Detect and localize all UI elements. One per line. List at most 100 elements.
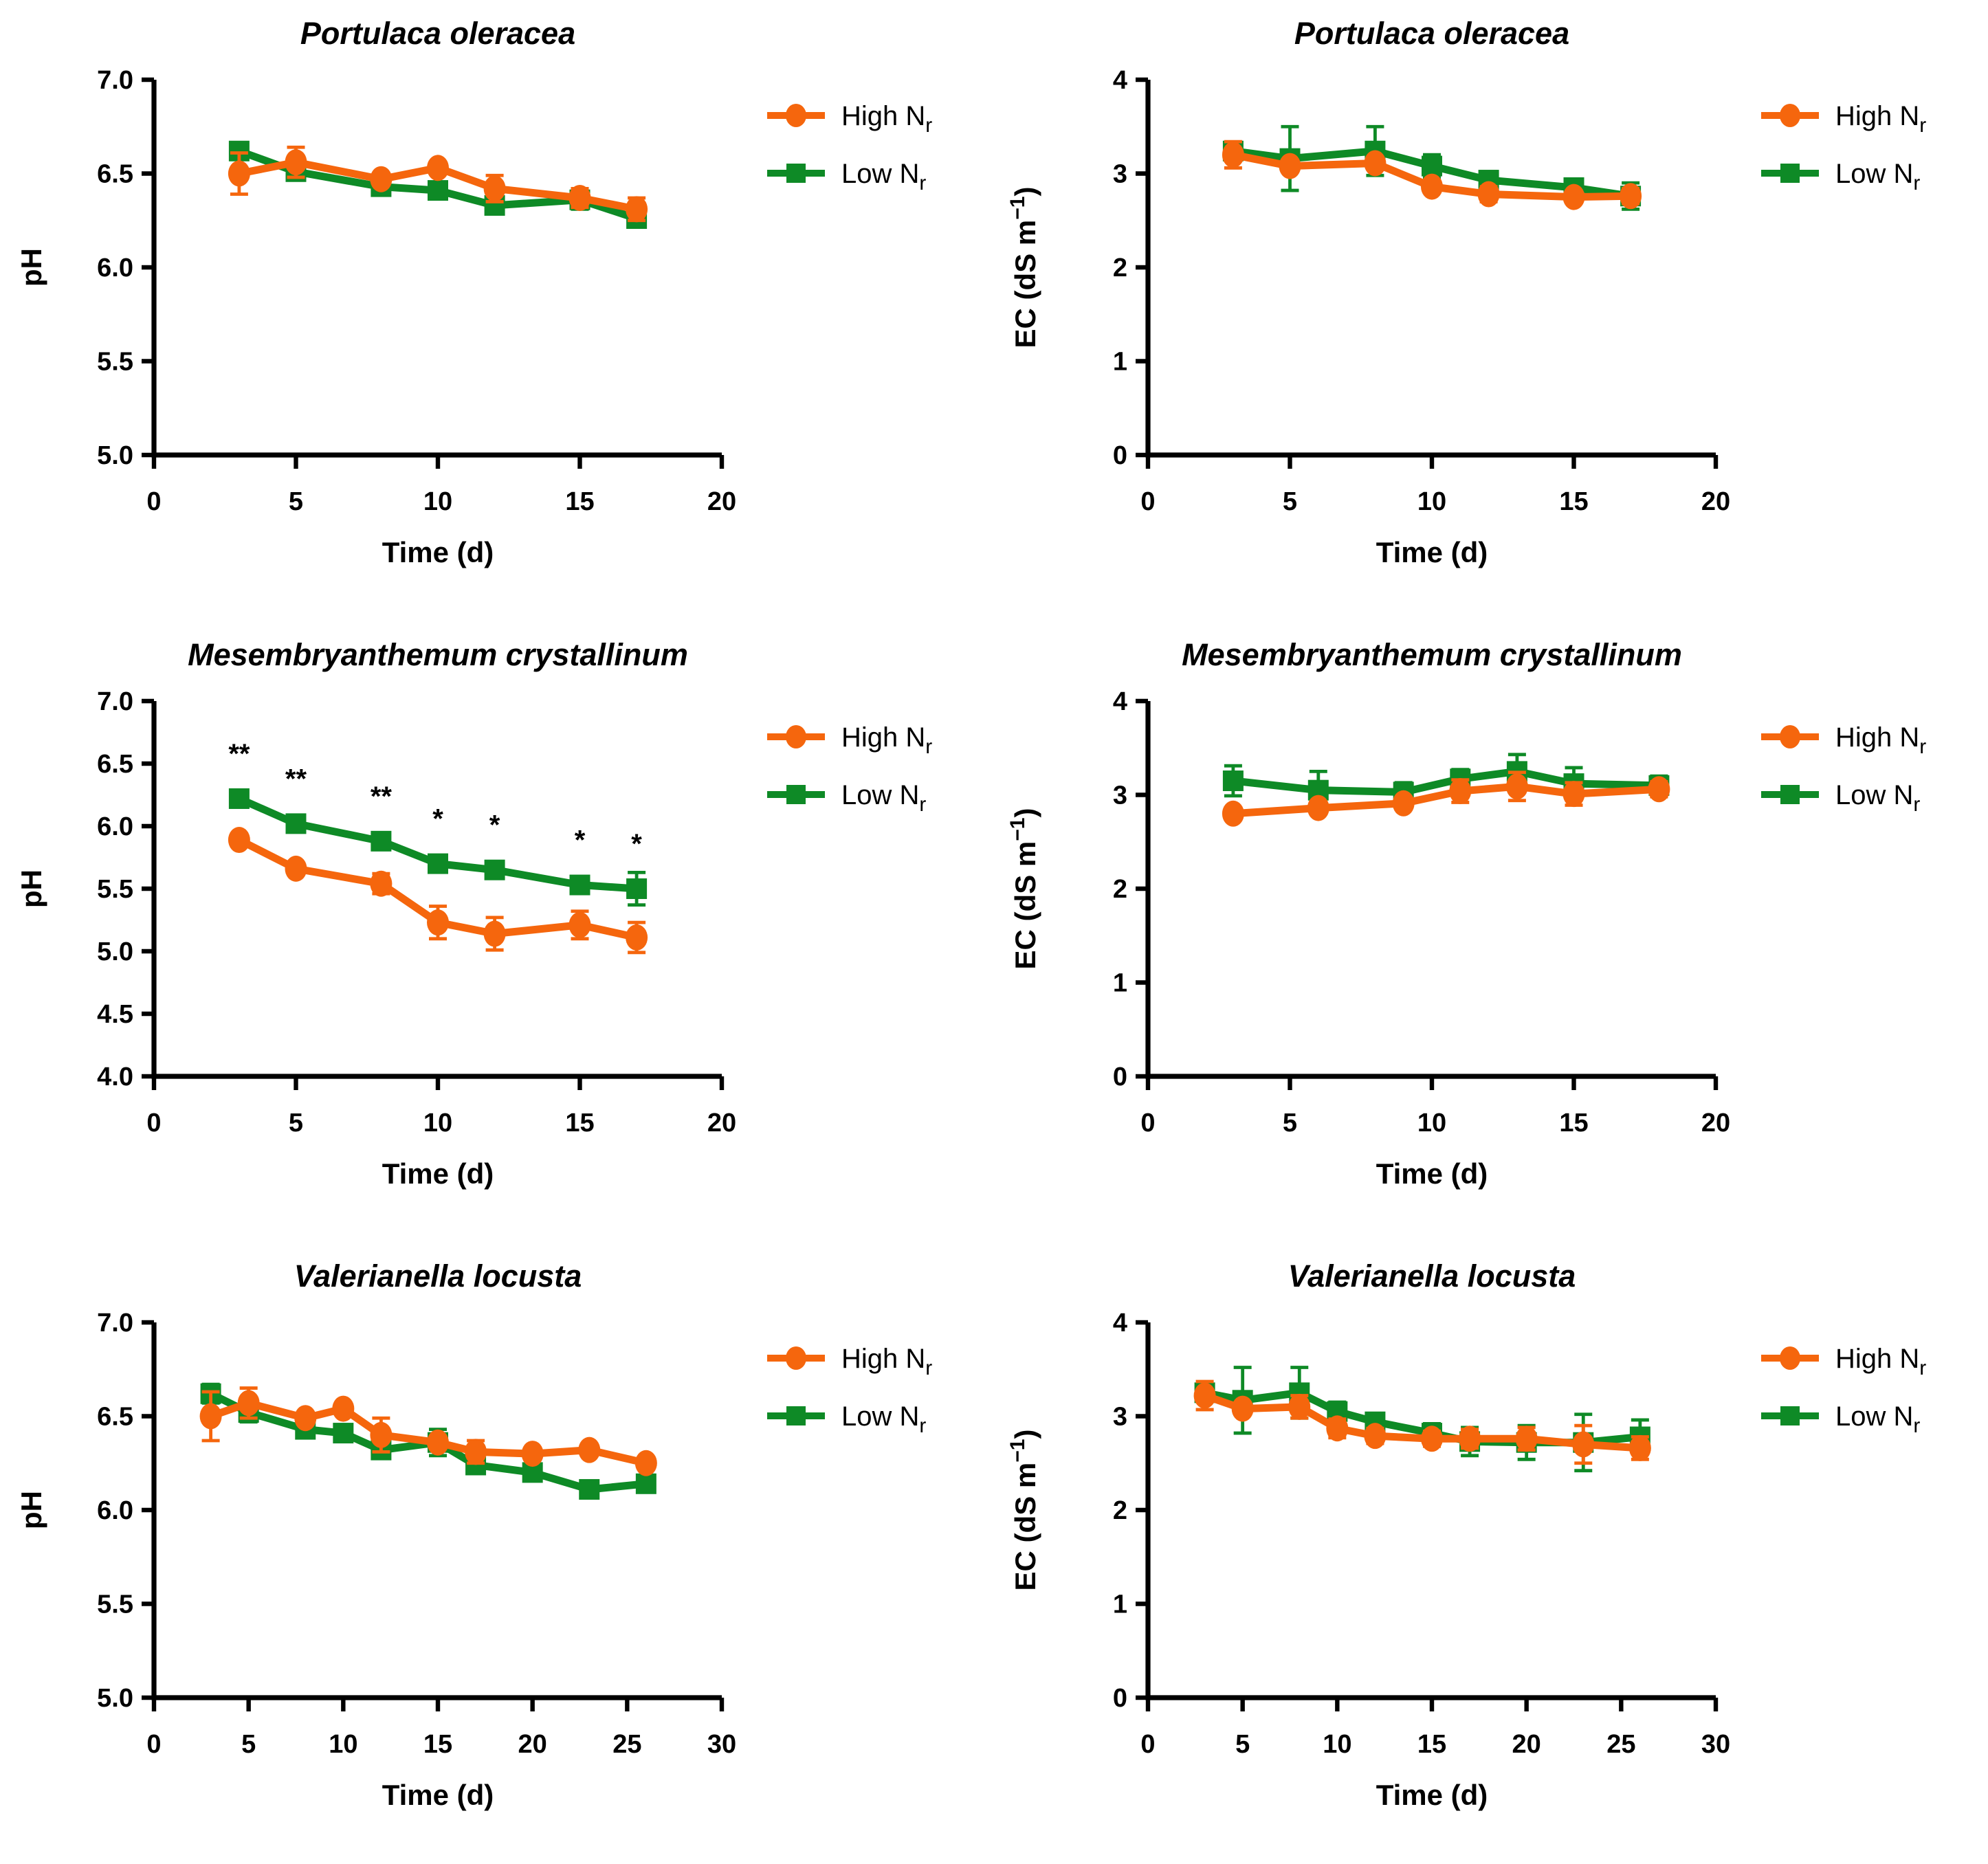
series-high [1222, 140, 1642, 210]
y-axis-ticks: 0 1 2 3 4 [1113, 687, 1148, 1091]
y-tick-label: 1 [1113, 1590, 1127, 1619]
y-axis-title: EC (dS m−1) [1006, 808, 1041, 970]
marker-square [1422, 155, 1442, 177]
x-axis-ticks: 0 5 10 15 20 [1140, 1076, 1730, 1138]
axes [1145, 701, 1716, 1079]
axes [151, 1322, 722, 1700]
marker-circle [1421, 1425, 1443, 1452]
x-tick-label: 10 [1323, 1730, 1351, 1759]
legend-marker-circle [1780, 104, 1800, 127]
marker-circle [483, 920, 506, 947]
x-axis-ticks: 0 5 10 15 20 [146, 1076, 736, 1138]
y-tick-label: 5.0 [97, 1684, 133, 1713]
y-tick-label: 2 [1113, 875, 1127, 904]
chart-ph-valerianella: Valerianella locusta 5.0 5.5 6.0 6.5 7.0 0 5 10 1… [15, 1258, 932, 1811]
legend: High Nr Low Nr [1761, 722, 1926, 816]
legend-label-low: Low Nr [841, 780, 926, 816]
y-tick-label: 1 [1113, 969, 1127, 998]
legend-label-low: Low Nr [841, 1401, 926, 1437]
legend-label-high: High Nr [1835, 722, 1926, 758]
legend-label-high: High Nr [1835, 1344, 1926, 1379]
sig-label: ** [285, 764, 307, 794]
chart-title: Valerianella locusta [294, 1258, 582, 1294]
legend-label-low: Low Nr [1835, 780, 1920, 816]
x-tick-label: 5 [289, 487, 303, 516]
marker-square [333, 1423, 354, 1444]
x-axis-title: Time (d) [382, 536, 494, 568]
series-low [228, 788, 648, 907]
marker-square [428, 180, 448, 201]
marker-circle [1459, 1425, 1481, 1452]
marker-square [635, 1473, 656, 1494]
x-axis-ticks: 0 5 10 15 20 25 30 [1140, 1698, 1730, 1759]
marker-circle [1222, 142, 1244, 168]
chart-ec-mesembryanthemum: Mesembryanthemum crystallinum 0 1 2 3 4 0 5 10 15… [1006, 637, 1926, 1190]
legend-label-high: High Nr [1835, 101, 1926, 137]
marker-circle [626, 196, 648, 223]
legend-label-low: Low Nr [841, 159, 926, 195]
chart-ec-portulaca: Portulaca oleracea 0 1 2 3 4 0 5 10 15 20 Time (d) E… [1006, 16, 1926, 568]
chart-ph-mesembryanthemum: Mesembryanthemum crystallinum 4.0 4.5 5.0 5.… [15, 637, 932, 1190]
chart-panel-ec-valerianella: Valerianella locusta 0 1 2 3 4 0 5 10 15 20 25 30 Tim… [994, 1243, 1988, 1864]
legend-marker-circle [1780, 1346, 1800, 1370]
sig-label: * [631, 829, 642, 859]
axes [1145, 1322, 1716, 1700]
y-tick-label: 7.0 [97, 66, 133, 95]
x-tick-label: 20 [1701, 487, 1730, 516]
x-tick-label: 10 [329, 1730, 357, 1759]
x-tick-label: 0 [1140, 1730, 1155, 1759]
series-low [1222, 753, 1670, 811]
marker-circle [568, 184, 591, 211]
y-tick-label: 6.0 [97, 1496, 133, 1525]
x-tick-label: 20 [707, 487, 736, 516]
x-axis-title: Time (d) [382, 1157, 494, 1190]
legend: High Nr Low Nr [767, 722, 932, 816]
x-tick-label: 15 [1417, 1730, 1446, 1759]
x-axis-ticks: 0 5 10 15 20 [146, 455, 736, 516]
marker-square [484, 859, 505, 880]
marker-circle [1193, 1382, 1216, 1409]
legend-label-low: Low Nr [1835, 159, 1920, 195]
marker-circle [1307, 795, 1329, 821]
marker-circle [228, 160, 250, 187]
y-tick-label: 1 [1113, 348, 1127, 377]
y-tick-label: 6.5 [97, 750, 133, 779]
x-tick-label: 0 [146, 1109, 161, 1138]
y-axis-ticks: 4.0 4.5 5.0 5.5 6.0 6.5 7.0 [97, 687, 154, 1091]
y-tick-label: 7.0 [97, 687, 133, 716]
marker-circle [568, 911, 591, 938]
series-high [228, 827, 648, 955]
x-tick-label: 0 [146, 487, 161, 516]
x-tick-label: 0 [1140, 487, 1155, 516]
marker-circle [370, 1421, 393, 1448]
marker-circle [427, 1429, 449, 1456]
marker-circle [465, 1439, 487, 1465]
y-tick-label: 4 [1113, 687, 1127, 716]
legend-label-low: Low Nr [1835, 1401, 1920, 1437]
x-tick-label: 15 [423, 1730, 452, 1759]
marker-circle [1505, 773, 1528, 800]
legend: High Nr Low Nr [1761, 1344, 1926, 1437]
marker-circle [578, 1436, 601, 1463]
marker-circle [634, 1450, 657, 1476]
marker-circle [1562, 184, 1585, 210]
chart-panel-ec-portulaca: Portulaca oleracea 0 1 2 3 4 0 5 10 15 20 Time (d) E… [994, 0, 1988, 621]
chart-panel-ec-mesembryanthemum: Mesembryanthemum crystallinum 0 1 2 3 4 0 5 10 15… [994, 621, 1988, 1243]
chart-ec-valerianella: Valerianella locusta 0 1 2 3 4 0 5 10 15 20 25 30 Tim… [1006, 1258, 1926, 1811]
y-tick-label: 7.0 [97, 1309, 133, 1338]
x-tick-label: 10 [423, 487, 452, 516]
chart-title: Mesembryanthemum crystallinum [188, 637, 688, 672]
y-tick-label: 6.0 [97, 812, 133, 841]
y-tick-label: 4.5 [97, 1000, 133, 1029]
x-axis-title: Time (d) [382, 1779, 494, 1811]
y-axis-ticks: 5.0 5.5 6.0 6.5 7.0 [97, 1309, 154, 1713]
chart-ph-portulaca: Portulaca oleracea 5.0 5.5 6.0 6.5 7.0 0 5 10 15 2… [15, 16, 932, 568]
sig-label: * [432, 804, 443, 834]
legend-marker-square [786, 785, 806, 804]
x-tick-label: 10 [423, 1109, 452, 1138]
series-high [1193, 1379, 1651, 1465]
marker-circle [1562, 781, 1585, 808]
legend-marker-circle [786, 725, 806, 748]
y-tick-label: 5.5 [97, 348, 133, 377]
